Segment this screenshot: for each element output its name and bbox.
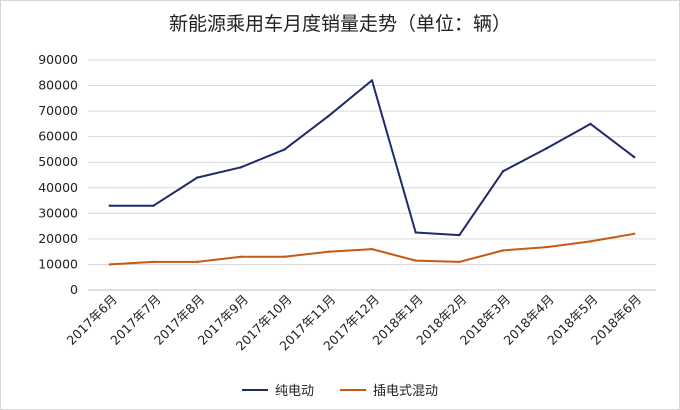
series-1-point [283,255,286,258]
series-1-point [632,232,636,235]
legend-label-phev: 插电式混动 [373,384,439,399]
series-1-point [458,260,461,264]
y-tick-label: 70000 [38,103,78,118]
series-1-point [370,247,374,251]
series-1-point [327,250,330,253]
series-1-point [196,260,199,264]
series-0-point [239,166,243,169]
legend-item-bev: 纯电动 [241,380,314,399]
legend-swatch-bev [241,388,268,391]
y-tick-label: 20000 [38,231,78,246]
series-0-point [196,176,199,179]
y-tick-label: 40000 [38,180,78,195]
y-tick-label: 50000 [38,154,78,169]
series-0-point [370,79,374,82]
series-1-point [239,255,243,258]
y-tick-label: 30000 [38,205,78,220]
series-0-point [632,155,636,159]
y-tick-label: 10000 [38,256,78,271]
series-1-point [545,245,548,249]
series-0-point [589,122,592,126]
series-1-point [501,249,505,252]
series-0-point [501,169,505,173]
series-0-point [414,231,417,234]
series-0-point [545,146,548,150]
legend-item-phev: 插电式混动 [340,380,438,399]
series-0-point [327,115,330,118]
series-1-point [108,263,112,266]
legend-swatch-phev [340,388,366,391]
legend-label-bev: 纯电动 [274,384,314,399]
y-tick-label: 0 [70,282,78,297]
series-0-point [152,204,155,207]
series-1-point [152,260,155,264]
chart-legend: 纯电动 插电式混动 [1,380,679,399]
series-0-point [458,233,461,237]
series-0-point [108,204,112,207]
series-1-point [589,240,592,243]
series-1-point [414,259,417,262]
series-0-point [283,148,286,151]
y-tick-label: 90000 [38,52,78,67]
series-line-0 [109,79,635,237]
y-tick-label: 60000 [38,129,78,144]
chart-title: 新能源乘用车月度销量走势（单位：辆） [168,13,511,35]
y-tick-label: 80000 [38,78,78,93]
